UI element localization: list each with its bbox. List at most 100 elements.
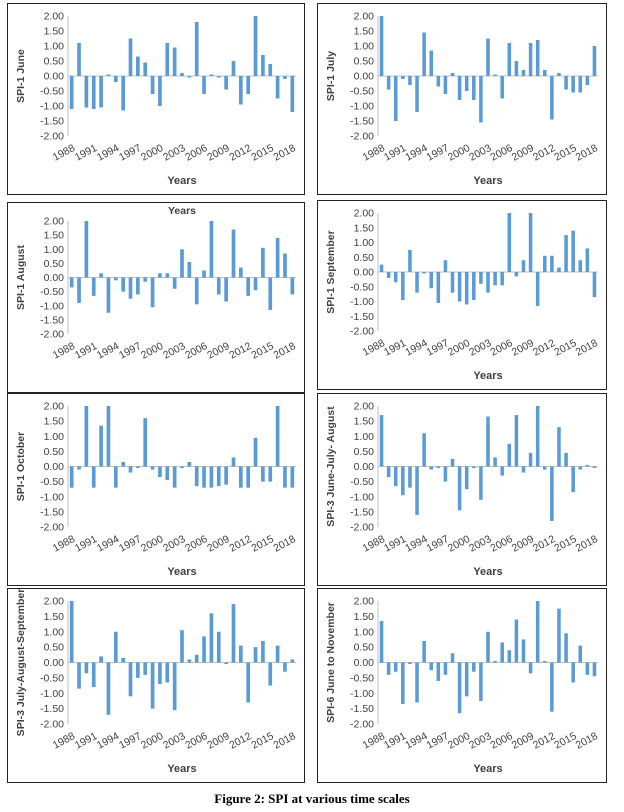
bar-1994 <box>422 272 426 274</box>
bar-2001 <box>165 273 170 278</box>
bar-2005 <box>500 466 504 476</box>
bar-2001 <box>165 662 170 683</box>
bar-2012 <box>246 662 251 703</box>
bar-1998 <box>450 272 455 293</box>
bar-1990 <box>84 406 89 467</box>
bar-1995 <box>429 272 433 289</box>
bar-2017 <box>585 662 590 675</box>
x-tick-label: 2018 <box>574 142 600 164</box>
bar-2015 <box>571 662 575 683</box>
bar-1989 <box>77 43 81 76</box>
y-tick-label: 1.00 <box>354 431 375 443</box>
bar-2017 <box>283 76 287 79</box>
bar-1996 <box>128 466 133 473</box>
bar-2004 <box>493 272 497 286</box>
bar-2018 <box>290 277 295 295</box>
bar-2001 <box>472 272 476 301</box>
bar-1994 <box>422 640 426 663</box>
y-tick-label: 0.00 <box>44 657 65 669</box>
bar-2010 <box>535 601 540 663</box>
bar-1993 <box>415 662 419 703</box>
x-axis-label: Years <box>167 175 196 187</box>
bar-2014 <box>261 640 265 663</box>
bar-2018 <box>592 46 597 76</box>
bar-1991 <box>91 662 96 688</box>
bar-1993 <box>106 662 111 715</box>
bar-2010 <box>231 61 236 76</box>
y-tick-label: 2.00 <box>44 216 65 228</box>
bar-2012 <box>246 277 251 296</box>
bar-2000 <box>464 272 469 305</box>
chart-panel-spi1-august: 2.00 1.50 1.00 0.50 0.00 -0.50 -1.00 -1.50 -2.00… <box>7 202 305 393</box>
y-tick-label: -0.50 <box>350 281 374 293</box>
bar-2002 <box>172 47 177 76</box>
bar-2004 <box>493 457 497 467</box>
bar-1995 <box>121 657 125 663</box>
chart-panel-spi1-october: 2.00 1.50 1.00 0.50 0.00 -0.50 -1.00 -1.50 -2.00… <box>7 393 305 586</box>
y-tick-label: 0.00 <box>354 461 375 473</box>
bar-1991 <box>401 466 405 496</box>
bar-2001 <box>165 43 170 76</box>
bar-2012 <box>246 466 251 488</box>
y-tick-label: -2.00 <box>40 329 64 341</box>
chart-svg: 2.00 1.50 1.00 0.50 0.00 -0.50 -1.00 -1.50 -2.00… <box>15 401 298 579</box>
bar-1996 <box>436 76 441 87</box>
y-tick-label: 0.50 <box>44 258 65 270</box>
bar-2015 <box>268 64 273 76</box>
bar-2001 <box>472 662 476 672</box>
bar-1999 <box>457 272 462 302</box>
bar-2000 <box>464 466 469 490</box>
bar-2012 <box>246 76 251 94</box>
bar-2002 <box>479 662 483 701</box>
bar-2000 <box>158 466 162 478</box>
y-tick-label: -1.00 <box>350 296 374 308</box>
x-axis-label: Years <box>167 566 196 578</box>
bar-1988 <box>69 601 74 663</box>
bar-1999 <box>150 466 155 470</box>
bar-1989 <box>77 277 81 303</box>
bar-2015 <box>571 466 575 493</box>
bar-2017 <box>283 662 287 672</box>
bar-2003 <box>180 630 184 663</box>
chart-panel-spi1-june: 2.00 1.50 1.00 0.50 0.00 -0.50 -1.00 -1.50 -2.00… <box>7 3 305 195</box>
y-tick-label: 1.00 <box>354 626 375 638</box>
y-tick-label: -0.50 <box>40 476 64 488</box>
y-tick-label: -1.50 <box>40 116 64 128</box>
bar-2004 <box>187 76 192 78</box>
bar-2006 <box>507 213 512 272</box>
y-tick-label: 2.00 <box>354 401 375 413</box>
y-tick-label: -2.00 <box>350 719 374 731</box>
y-tick-label: -1.50 <box>350 703 374 715</box>
y-tick-label: 1.00 <box>44 626 65 638</box>
bar-1989 <box>77 662 81 689</box>
bar-1990 <box>84 76 89 108</box>
bar-1998 <box>143 418 148 467</box>
bar-1996 <box>128 277 133 299</box>
bar-1992 <box>408 662 412 665</box>
bar-1994 <box>113 277 118 281</box>
bar-2018 <box>592 272 597 298</box>
bar-2007 <box>209 466 214 488</box>
bar-2015 <box>268 662 273 686</box>
y-tick-label: -2.00 <box>40 522 64 534</box>
y-tick-label: 2.00 <box>44 596 65 608</box>
bar-1993 <box>106 74 111 76</box>
bar-2005 <box>500 76 504 99</box>
y-tick-label: -1.00 <box>40 688 64 700</box>
bar-2001 <box>165 466 170 481</box>
bar-1999 <box>150 277 155 308</box>
bar-1988 <box>69 277 74 288</box>
bar-2003 <box>486 416 490 467</box>
bar-2013 <box>557 608 561 663</box>
bar-2009 <box>528 213 533 272</box>
x-axis-label: Years <box>473 370 502 382</box>
bar-2016 <box>275 237 280 278</box>
bar-1989 <box>386 466 391 478</box>
chart-panel-spi3-jja: 2.00 1.50 1.00 0.50 0.00 -0.50 -1.00 -1.50 -2.00… <box>317 393 607 586</box>
bar-2002 <box>172 277 177 289</box>
x-tick-label: 2018 <box>574 730 600 752</box>
bar-1992 <box>99 425 103 467</box>
bar-1988 <box>69 466 74 488</box>
bar-2005 <box>194 22 199 76</box>
bar-1991 <box>401 662 405 705</box>
